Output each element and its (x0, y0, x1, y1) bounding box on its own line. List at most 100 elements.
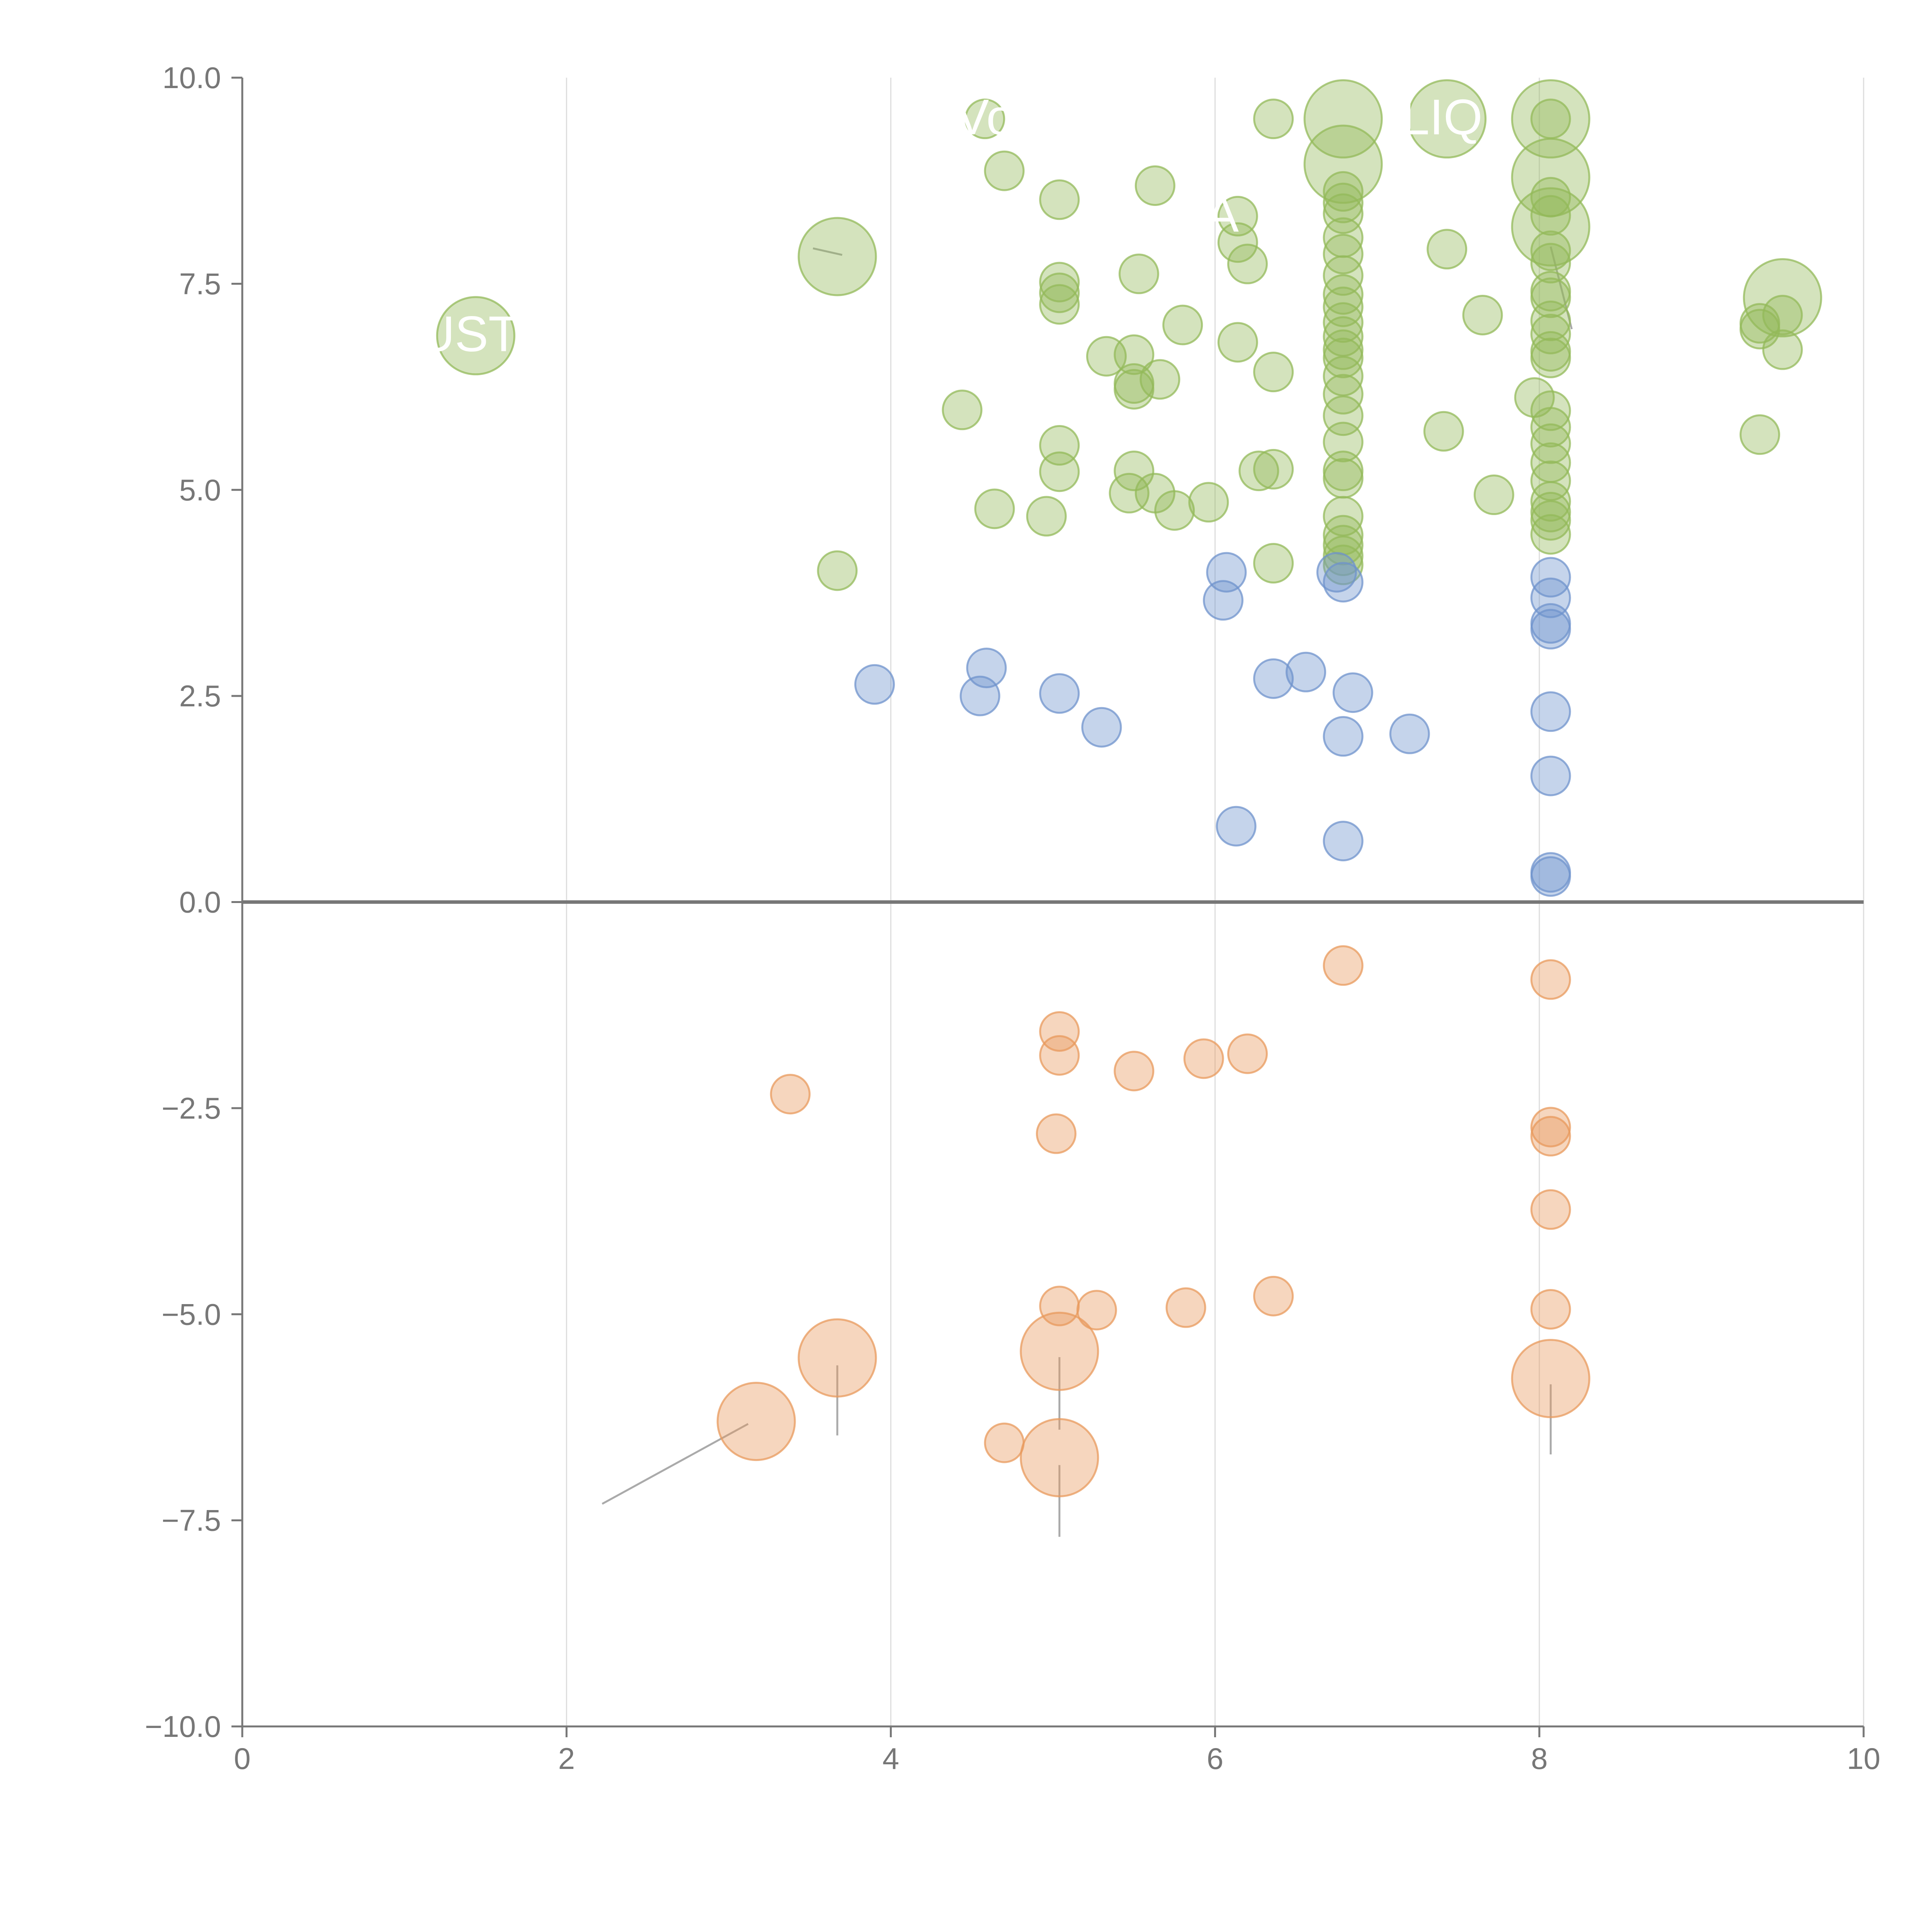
orange-point (1076, 1290, 1117, 1331)
green-point (1530, 99, 1571, 139)
green-point (1530, 390, 1571, 431)
y-tick-label: 10.0 (162, 61, 221, 95)
orange-point (1165, 1287, 1206, 1328)
y-tick-label: −10.0 (145, 1709, 221, 1743)
green-point (1739, 414, 1780, 455)
green-point (1039, 272, 1080, 313)
green-point (1039, 262, 1080, 303)
blue-point (854, 664, 895, 705)
blue-point (1323, 716, 1364, 757)
green-point (1118, 253, 1159, 294)
green-point (1139, 359, 1180, 400)
x-tick-label: 10 (1847, 1742, 1881, 1776)
green-point (1530, 243, 1571, 284)
green-point (1427, 229, 1468, 270)
point-labels: USTI Vo IA LIQ (418, 89, 1483, 362)
x-tick-label: 2 (558, 1742, 575, 1776)
green-point (1530, 337, 1571, 378)
green-point (1530, 277, 1571, 318)
orange-point (1039, 1011, 1080, 1052)
green-point (1303, 79, 1383, 159)
green-point (1323, 544, 1364, 585)
x-tick-label: 6 (1207, 1742, 1223, 1776)
orange-point (1530, 1116, 1571, 1156)
orange-point (1530, 1289, 1571, 1330)
y-tick-label: −5.0 (162, 1297, 221, 1331)
orange-point (1114, 1051, 1155, 1092)
green-point (1217, 322, 1258, 363)
green-point (964, 99, 1005, 139)
point-label: USTI (418, 306, 533, 362)
green-point (1114, 451, 1155, 492)
y-tick-label: 2.5 (179, 679, 221, 713)
green-point (942, 389, 983, 430)
point-label: Vo (956, 89, 1014, 145)
green-point (1530, 314, 1571, 355)
blue-point (1286, 651, 1327, 692)
x-tick-label: 0 (234, 1742, 250, 1776)
orange-point (770, 1074, 811, 1115)
blue-point (1039, 673, 1080, 714)
green-point (1423, 411, 1464, 452)
orange-point (716, 1382, 796, 1461)
orange-point (1530, 1107, 1571, 1148)
green-point (1530, 177, 1571, 218)
green-point (1238, 451, 1279, 492)
green-point (1530, 492, 1571, 532)
green-point (1323, 193, 1364, 234)
y-tick-label: 5.0 (179, 473, 221, 507)
green-point (1114, 334, 1155, 375)
green-point (1253, 99, 1294, 139)
green-point (1227, 243, 1268, 284)
green-point (974, 488, 1015, 529)
orange-point (798, 1318, 877, 1398)
y-tick-label: 7.5 (179, 267, 221, 301)
orange-point (984, 1422, 1025, 1463)
green-point (1217, 222, 1258, 263)
blue-point (1530, 609, 1571, 650)
green-point (798, 217, 877, 296)
green-point (1323, 286, 1364, 327)
orange-point (1039, 1035, 1080, 1076)
green-point (1323, 182, 1364, 223)
blue-point (1206, 552, 1247, 593)
axes: 0 2 4 6 8 10 10.0 7.5 5.0 2.5 0.0 −2.5 −5.0 −7.5 −10.0 (145, 61, 1881, 1776)
green-point (1039, 284, 1080, 325)
green-point (1162, 304, 1203, 345)
green-point (1154, 490, 1195, 531)
blue-point (1530, 856, 1571, 897)
blue-point (1530, 755, 1571, 796)
green-point (1511, 79, 1590, 159)
green-point (436, 296, 515, 376)
green-point (984, 150, 1025, 191)
y-tick-label: 0.0 (179, 885, 221, 919)
green-point (1323, 274, 1364, 315)
point-label: IA (1191, 186, 1239, 242)
green-point (1026, 496, 1067, 537)
orange-point (1530, 959, 1571, 1000)
green-point (1323, 337, 1364, 378)
green-point (1253, 449, 1294, 490)
green-point (1323, 458, 1364, 499)
orange-point (1020, 1311, 1099, 1391)
leader-line (602, 1423, 749, 1505)
green-point (1323, 234, 1364, 275)
y-tick-label: −2.5 (162, 1091, 221, 1125)
green-point (1473, 474, 1514, 515)
blue-point (966, 648, 1007, 689)
blue-point (1253, 658, 1294, 699)
blue-point (1332, 672, 1373, 713)
green-point (1762, 329, 1803, 370)
green-point (1323, 374, 1364, 415)
orange-point (1323, 945, 1364, 986)
green-point (1253, 543, 1294, 584)
green-point (1323, 171, 1364, 212)
green-point (1530, 230, 1571, 271)
green-point (1762, 294, 1803, 335)
green-point (1134, 165, 1175, 206)
orange-point (1253, 1276, 1294, 1316)
orange-point (1020, 1418, 1099, 1497)
green-point (1530, 500, 1571, 541)
leader-line (813, 247, 843, 256)
